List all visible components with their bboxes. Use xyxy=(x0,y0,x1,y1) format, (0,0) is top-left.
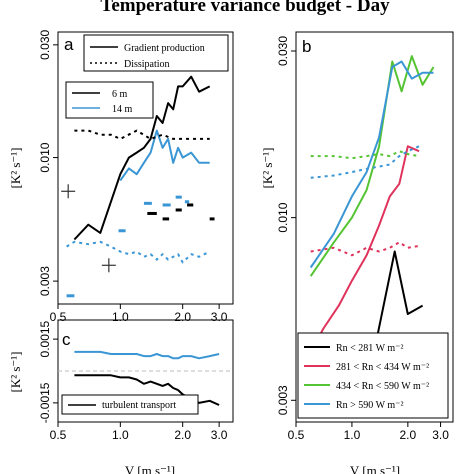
panel-a-series-3 xyxy=(66,240,211,264)
panel-a-frame xyxy=(57,31,234,305)
panel-a-series-2 xyxy=(74,129,210,140)
panel-b-xtick-label: 2.0 xyxy=(400,428,417,442)
panel-c-xlabel: V [m s⁻¹] xyxy=(125,463,175,474)
panel-a-series-1 xyxy=(119,129,210,182)
panel-b-series-5 xyxy=(310,241,420,257)
panel-b-xlabel: V [m s⁻¹] xyxy=(350,463,400,474)
panel-c-ytick-label: -0.0015 xyxy=(38,382,52,423)
panel-a-xtick-label: 3.0 xyxy=(211,310,228,324)
panel-a-xtick-label: 2.0 xyxy=(174,310,191,324)
panel-c-xtick-label: 3.0 xyxy=(211,428,228,442)
legend-gradient-production: Gradient production xyxy=(124,43,205,54)
legend-dissipation: Dissipation xyxy=(124,59,170,70)
panel-c-xtick-label: 2.0 xyxy=(174,428,191,442)
panel-c: c 0.5 1.0 2.0 3.0 -0.0015 0.0015 turbulent tr… xyxy=(38,319,234,442)
cross-marker-0 xyxy=(61,184,76,199)
panel-b-label: b xyxy=(302,37,311,56)
panel-b-frame xyxy=(295,31,454,423)
panel-b-series-7 xyxy=(310,145,420,179)
panel-a-ytick-label: 0.030 xyxy=(38,30,52,60)
panel-b-xtick-label: 0.5 xyxy=(288,428,305,442)
panel-a-legend-height: 6 m 14 m xyxy=(65,81,154,119)
panel-b-ylabel: [K² s⁻¹] xyxy=(260,147,275,188)
panel-c-ytick-label: 0.0015 xyxy=(38,320,52,357)
panel-c-ylabel: [K² s⁻¹] xyxy=(8,351,23,392)
panel-a-label: a xyxy=(64,35,74,54)
panel-b-series-3 xyxy=(309,60,434,269)
panel-b-legend-label-2: 434 < Rn < 590 W m⁻² xyxy=(336,381,429,392)
figure-title: Temperature variance budget - Day xyxy=(100,0,390,16)
panel-b-xtick-label: 1.0 xyxy=(344,428,361,442)
legend-turbulent-transport: turbulent transport xyxy=(102,400,176,411)
panel-c-xtick-label: 0.5 xyxy=(50,428,67,442)
panel-c-label: c xyxy=(62,330,71,349)
panel-a-ytick-label: 0.003 xyxy=(38,266,52,296)
cross-marker-1 xyxy=(101,258,116,273)
panel-c-legend: turbulent transport xyxy=(61,394,199,415)
panel-c-xtick-label: 1.0 xyxy=(112,428,129,442)
panel-b-legend-label-3: Rn > 590 W m⁻² xyxy=(336,400,403,411)
legend-6m: 6 m xyxy=(112,89,128,100)
panel-b-legend-label-1: 281 < Rn < 434 W m⁻² xyxy=(336,362,429,373)
panel-a-series-0 xyxy=(73,75,211,241)
panel-b-legend: Rn < 281 W m⁻² 281 < Rn < 434 W m⁻² 434 < … xyxy=(297,332,449,419)
panel-b-ytick-label: 0.010 xyxy=(276,202,290,232)
panel-b-series-6 xyxy=(310,150,420,160)
panel-a-xtick-label: 1.0 xyxy=(112,310,129,324)
panel-b-ytick-label: 0.030 xyxy=(276,36,290,66)
panel-b-xtick-label: 3.0 xyxy=(432,428,449,442)
panel-b-legend-label-0: Rn < 281 W m⁻² xyxy=(336,343,403,354)
legend-14m: 14 m xyxy=(112,104,133,115)
panel-b-ytick-label: 0.003 xyxy=(276,385,290,415)
panel-a-legend-style: Gradient production Dissipation xyxy=(83,34,229,72)
panel-a-ytick-label: 0.010 xyxy=(38,142,52,172)
panel-a-ylabel: [K² s⁻¹] xyxy=(8,147,23,188)
panel-b: b 0.5 1.0 2.0 3.0 0.003 0.010 0.030 Rn < 281 W… xyxy=(276,31,454,442)
panel-c-series-0 xyxy=(74,350,220,360)
panel-b-series-1 xyxy=(309,145,420,354)
